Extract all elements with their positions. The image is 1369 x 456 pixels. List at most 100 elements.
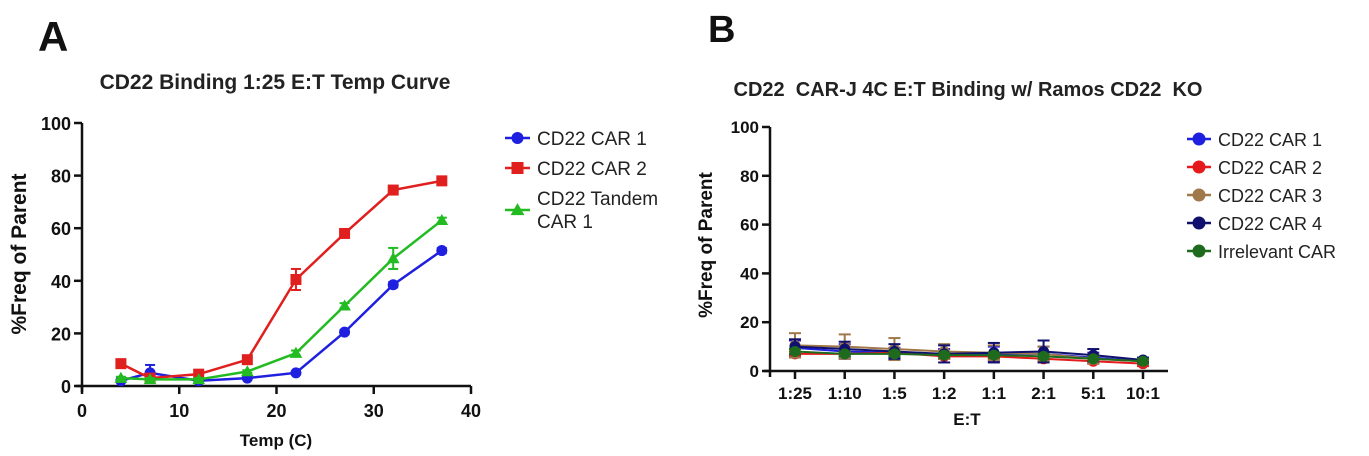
chart-b-data-point xyxy=(1087,353,1099,365)
chart-b-series-line xyxy=(794,345,1144,362)
chart-a-data-point xyxy=(289,346,303,358)
chart-a-data-point xyxy=(192,373,206,385)
chart-b-x-tick-label: 2:1 xyxy=(1031,384,1056,403)
chart-b-x-tick-label: 10:1 xyxy=(1126,384,1160,403)
chart-a-series-2 xyxy=(115,175,448,384)
chart-a-data-point xyxy=(386,252,400,264)
chart-a-legend-marker xyxy=(511,132,524,144)
chart-b-legend-marker xyxy=(1192,132,1206,146)
chart-b-x-tick-label: 1:10 xyxy=(828,384,862,403)
chart-a-legend-marker xyxy=(511,162,524,174)
chart-a-data-point xyxy=(290,367,302,379)
chart-b-legend-item-4: CD22 CAR 4 xyxy=(1187,214,1322,234)
chart-b-legend-item-5: Irrelevant CAR xyxy=(1187,242,1336,262)
chart-b-y-tick-label: 0 xyxy=(750,362,759,381)
chart-a-title: CD22 Binding 1:25 E:T Temp Curve xyxy=(100,71,451,94)
chart-a-data-point xyxy=(241,365,254,377)
chart-a-data-point xyxy=(114,371,128,383)
chart-b-data-point xyxy=(1038,350,1050,362)
panel-b: B CD22 CAR-J 4C E:T Binding w/ Ramos CD2… xyxy=(696,9,1336,429)
chart-a-y-tick-label: 20 xyxy=(51,324,71,344)
chart-b-legend-marker xyxy=(1192,188,1206,202)
chart-b-legend-marker xyxy=(1192,216,1206,230)
chart-a-y-tick-label: 40 xyxy=(51,272,71,292)
panel-b-letter: B xyxy=(708,9,735,51)
chart-a-plot-area xyxy=(114,175,449,387)
chart-b-legend-label: Irrelevant CAR xyxy=(1218,242,1336,262)
chart-a-y-tick-label: 0 xyxy=(61,377,71,397)
chart-b-title: CD22 CAR-J 4C E:T Binding w/ Ramos CD22 … xyxy=(734,79,1203,101)
chart-a-data-point xyxy=(115,358,127,370)
chart-b-legend-item-3: CD22 CAR 3 xyxy=(1187,186,1322,206)
chart-b-x-tick-label: 1:25 xyxy=(778,384,812,403)
chart-b-legend: CD22 CAR 1 CD22 CAR 2 CD22 CAR 3 CD22 CAR 4… xyxy=(1187,130,1336,262)
chart-a-x-tick-label: 40 xyxy=(461,401,481,421)
chart-b-legend-label: CD22 CAR 3 xyxy=(1218,186,1322,206)
chart-a-data-point xyxy=(435,213,449,226)
chart-b-data-point xyxy=(988,349,1000,361)
chart-b-legend-item-1: CD22 CAR 1 xyxy=(1187,130,1322,150)
chart-a-x-tick-label: 20 xyxy=(266,401,286,421)
chart-b-x-tick-label: 5:1 xyxy=(1081,384,1106,403)
chart-b-legend-marker xyxy=(1192,244,1206,258)
chart-b-data-point xyxy=(1137,355,1149,367)
chart-a-legend-label: CD22 CAR 2 xyxy=(537,159,647,180)
chart-a-data-point xyxy=(241,354,253,366)
chart-a-legend-label: CAR 1 xyxy=(537,212,593,233)
chart-a-series-1 xyxy=(115,245,448,387)
chart-b-y-tick-label: 40 xyxy=(740,264,759,283)
chart-b-x-tick-label: 1:2 xyxy=(932,384,957,403)
chart-b-legend-item-2: CD22 CAR 2 xyxy=(1187,158,1322,178)
chart-a-xlabel: Temp (C) xyxy=(240,431,312,450)
chart-b-data-point xyxy=(938,349,950,361)
chart-a-data-point xyxy=(143,373,157,385)
panel-a-letter: A xyxy=(38,13,68,60)
chart-a-legend-item-1: CD22 CAR 1 xyxy=(505,129,647,150)
chart-a-series-line xyxy=(120,179,443,380)
chart-b-y-tick-label: 20 xyxy=(740,313,759,332)
chart-b-x-tick-label: 1:1 xyxy=(982,384,1007,403)
chart-b-legend-label: CD22 CAR 2 xyxy=(1218,158,1322,178)
chart-b-y-tick-label: 100 xyxy=(731,118,759,137)
chart-b-axes: 0 20 40 60 80 100 1:25 1:10 1:5 1:2 1:1 2:1 5:1 10:1 xyxy=(731,118,1168,403)
chart-a-legend-marker xyxy=(510,203,525,216)
chart-a-data-point xyxy=(387,279,399,291)
chart-b-legend-label: CD22 CAR 1 xyxy=(1218,130,1322,150)
chart-a-data-point xyxy=(339,326,351,338)
chart-b-ylabel: %Freq of Parent xyxy=(696,171,717,317)
chart-a-x-tick-label: 10 xyxy=(169,401,189,421)
chart-b-legend-marker xyxy=(1192,160,1206,174)
chart-a-legend-label: CD22 Tandem xyxy=(537,189,658,210)
chart-a-data-point xyxy=(436,245,448,257)
chart-a-data-point xyxy=(387,184,399,196)
chart-a-data-point xyxy=(338,299,351,311)
chart-a-y-tick-label: 60 xyxy=(51,219,71,239)
chart-b-data-point xyxy=(888,348,900,360)
chart-a-x-tick-label: 0 xyxy=(77,401,87,421)
chart-b-data-point xyxy=(789,345,801,357)
chart-a-data-point xyxy=(436,175,448,187)
chart-b-x-tick-label: 1:5 xyxy=(882,384,907,403)
panel-a: A CD22 Binding 1:25 E:T Temp Curve %Freq… xyxy=(8,13,658,450)
chart-b-y-tick-label: 80 xyxy=(740,167,759,186)
chart-a-series-line xyxy=(120,249,443,382)
chart-b-legend-label: CD22 CAR 4 xyxy=(1218,214,1322,234)
chart-a-series-3 xyxy=(114,213,449,385)
chart-a-axes: 0 20 40 60 80 100 0 10 20 30 40 xyxy=(41,114,481,421)
chart-b-xlabel: E:T xyxy=(953,410,981,429)
chart-a-series-line xyxy=(120,219,443,381)
chart-a-data-point xyxy=(339,227,351,239)
chart-a-x-tick-label: 30 xyxy=(364,401,384,421)
chart-b-plot-area xyxy=(789,332,1149,370)
chart-a-legend-item-2: CD22 CAR 2 xyxy=(505,159,647,180)
chart-a-y-tick-label: 100 xyxy=(41,114,71,134)
chart-b-series-5 xyxy=(789,345,1149,367)
chart-a-legend-label: CD22 CAR 1 xyxy=(537,129,647,150)
chart-b-y-tick-label: 60 xyxy=(740,216,759,235)
chart-a-y-tick-label: 80 xyxy=(51,167,71,187)
chart-a-data-point xyxy=(290,273,302,285)
chart-b-series-line xyxy=(794,350,1144,363)
